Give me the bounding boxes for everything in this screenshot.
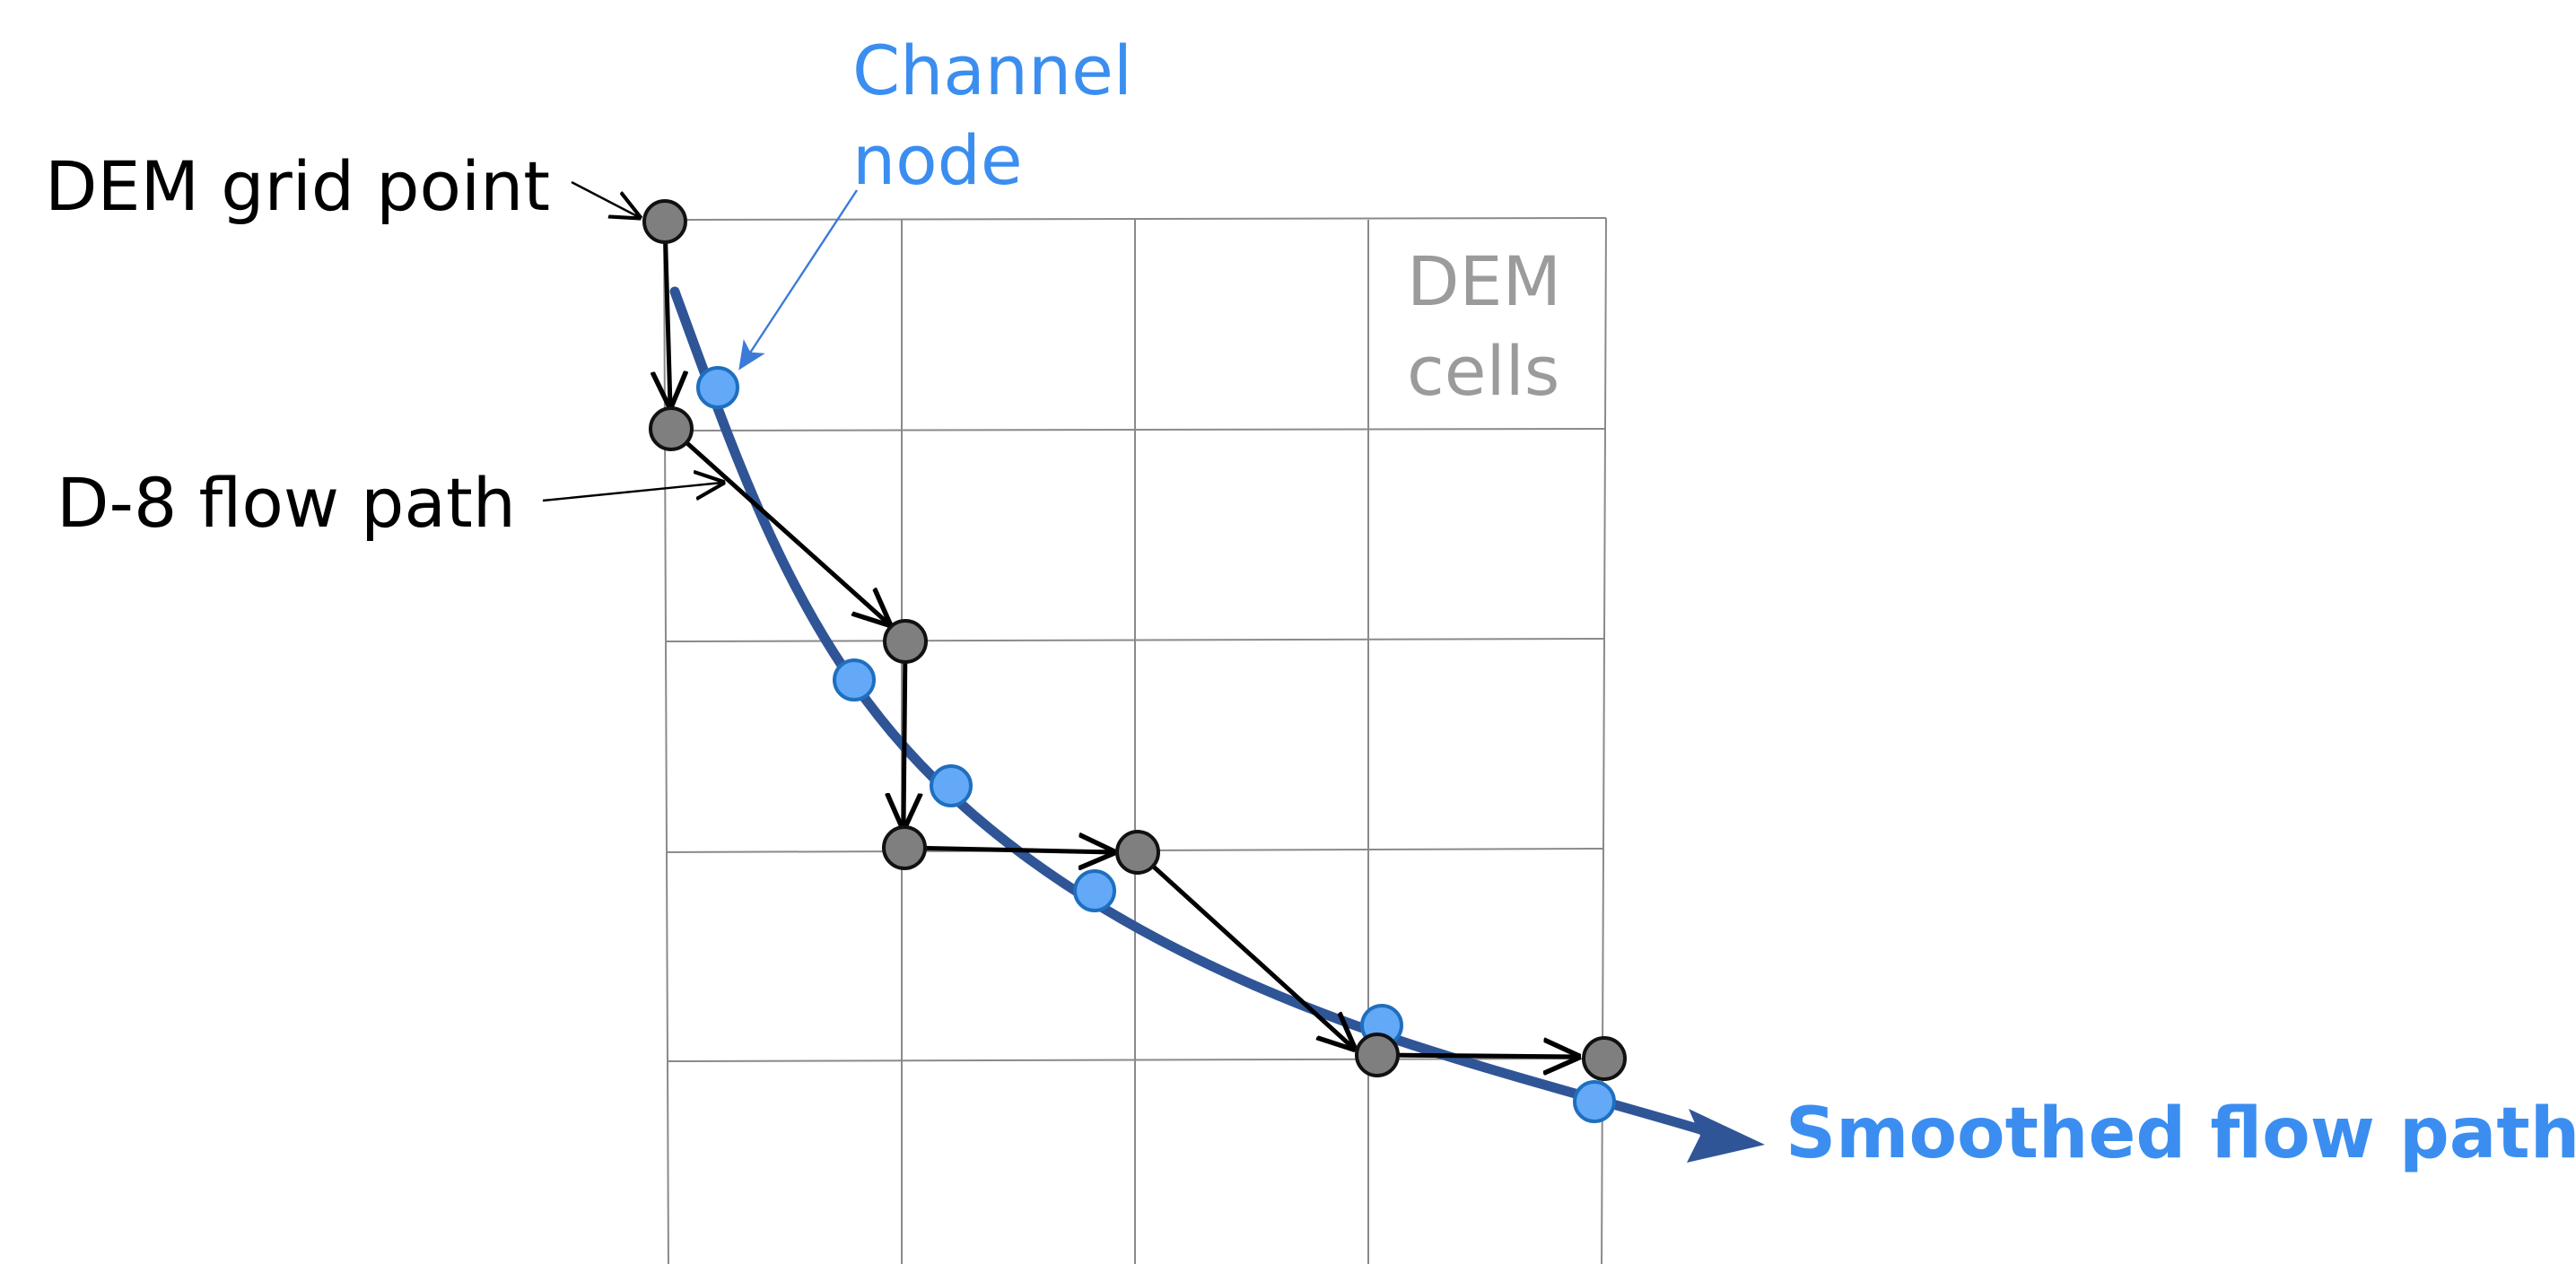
channel-node — [1573, 1080, 1616, 1123]
grid-hline-2 — [663, 428, 1607, 432]
smoothed-flow-path-arrowhead — [1687, 1109, 1765, 1163]
channel-node — [833, 658, 876, 702]
dem-grid-point-pointer — [571, 180, 639, 217]
d8-segment-5 — [1136, 850, 1353, 1048]
dem-grid-point-label: DEM grid point — [45, 146, 550, 226]
channel-node-label-line1: Channel — [852, 31, 1132, 110]
d8-flow-path — [665, 221, 1577, 1057]
channel-node-pointer — [738, 189, 859, 370]
dem-grid-point — [649, 406, 694, 451]
channel-node — [1073, 869, 1116, 912]
dem-cells-label-line1: DEM — [1407, 241, 1561, 321]
channel-node — [696, 366, 739, 409]
d8-segment-2 — [669, 427, 888, 623]
smoothed-flow-path-curve — [669, 286, 1715, 1138]
channel-nodes — [696, 366, 1616, 1123]
d8-segment-1 — [665, 221, 670, 405]
d8-segment-3 — [904, 641, 905, 827]
dem-grid-point — [1355, 1033, 1400, 1077]
dem-grid-point — [642, 199, 687, 244]
d8-flow-path-label: D-8 flow path — [57, 463, 516, 543]
d8-flow-path-pointer — [542, 483, 722, 502]
dem-grid-point — [1115, 830, 1160, 875]
d8-segment-4 — [904, 848, 1113, 852]
dem-grid-point — [883, 619, 928, 664]
channel-node-label-line2: node — [852, 120, 1023, 200]
channel-node — [930, 764, 973, 807]
d8-segment-6 — [1376, 1055, 1577, 1057]
smoothed-flow-path-label: Smoothed flow path — [1786, 1094, 2576, 1174]
dem-cells-label-line2: cells — [1407, 331, 1559, 411]
dem-grid-points — [642, 199, 1627, 1081]
dem-grid-point — [1582, 1036, 1627, 1081]
grid-hline-1 — [663, 217, 1607, 221]
dem-grid-point — [882, 825, 927, 870]
